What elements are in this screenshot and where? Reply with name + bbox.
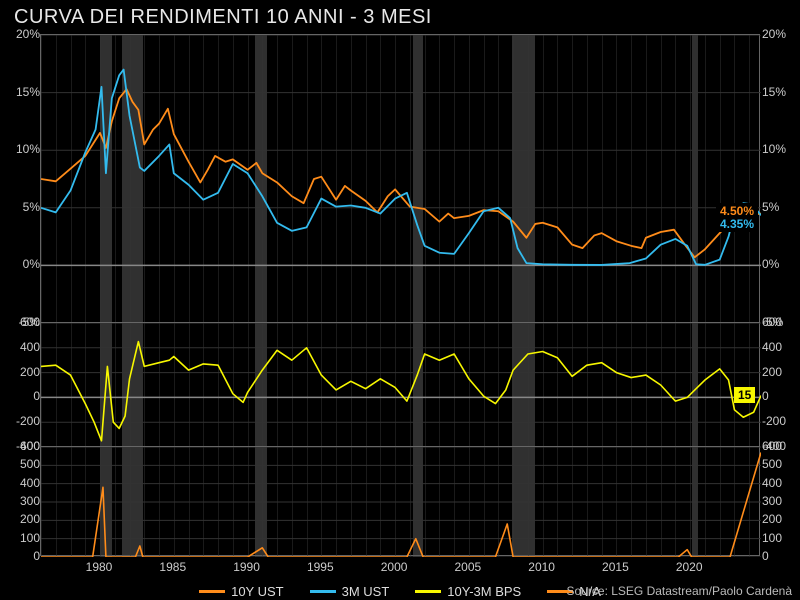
legend-swatch xyxy=(310,590,336,593)
y-tick-label: 20% xyxy=(762,27,798,41)
y-tick-label: 300 xyxy=(4,494,40,508)
y-tick-label: 200 xyxy=(762,512,798,526)
legend-item: 10Y-3M BPS xyxy=(415,584,521,599)
chart-frame: CURVA DEI RENDIMENTI 10 ANNI - 3 MESI 10… xyxy=(0,0,800,600)
y-tick-label: 0% xyxy=(4,257,40,271)
panel-svg xyxy=(41,323,761,447)
y-tick-label: -200 xyxy=(762,414,798,428)
y-tick-label: 10% xyxy=(4,142,40,156)
y-tick-label: 0 xyxy=(762,389,798,403)
panel-separator xyxy=(40,322,760,323)
y-tick-label: 500 xyxy=(762,457,798,471)
chart-title: CURVA DEI RENDIMENTI 10 ANNI - 3 MESI xyxy=(14,6,432,29)
y-tick-label: 0 xyxy=(762,549,798,563)
panel-separator xyxy=(40,446,760,447)
x-tick-label: 1980 xyxy=(86,560,113,574)
x-tick-label: 2020 xyxy=(676,560,703,574)
y-tick-label: 400 xyxy=(762,476,798,490)
panel-svg xyxy=(41,35,761,323)
source-text: Source: LSEG Datastream/Paolo Cardenà xyxy=(567,584,792,598)
y-tick-label: 200 xyxy=(4,365,40,379)
legend-item: 3M UST xyxy=(310,584,390,599)
y-tick-label: 500 xyxy=(4,457,40,471)
y-tick-label: 600 xyxy=(762,439,798,453)
callout-3m: 4.35% xyxy=(716,216,758,232)
y-tick-label: 200 xyxy=(4,512,40,526)
y-tick-label: 600 xyxy=(4,439,40,453)
y-tick-label: 400 xyxy=(762,340,798,354)
x-tick-label: 1985 xyxy=(159,560,186,574)
y-tick-label: 100 xyxy=(762,531,798,545)
y-tick-label: 20% xyxy=(4,27,40,41)
y-tick-label: 300 xyxy=(762,494,798,508)
legend-item: 10Y UST xyxy=(199,584,284,599)
legend-swatch xyxy=(199,590,225,593)
y-tick-label: 15% xyxy=(4,85,40,99)
plot-area xyxy=(40,34,760,556)
x-tick-label: 1995 xyxy=(307,560,334,574)
y-tick-label: -200 xyxy=(4,414,40,428)
series-spread xyxy=(41,342,761,441)
legend-label: 3M UST xyxy=(342,584,390,599)
x-tick-label: 1990 xyxy=(233,560,260,574)
y-tick-label: 400 xyxy=(4,340,40,354)
series-10y xyxy=(41,89,761,257)
y-tick-label: 600 xyxy=(4,315,40,329)
y-tick-label: 400 xyxy=(4,476,40,490)
callout-spread: 15 xyxy=(734,387,755,403)
y-tick-label: 15% xyxy=(762,85,798,99)
x-tick-label: 2000 xyxy=(381,560,408,574)
y-tick-label: 200 xyxy=(762,365,798,379)
y-tick-label: 600 xyxy=(762,315,798,329)
y-tick-label: 5% xyxy=(4,200,40,214)
legend-label: 10Y UST xyxy=(231,584,284,599)
y-tick-label: 5% xyxy=(762,200,798,214)
panel-svg xyxy=(41,447,761,557)
legend-swatch xyxy=(415,590,441,593)
y-tick-label: 100 xyxy=(4,531,40,545)
x-tick-label: 2015 xyxy=(602,560,629,574)
x-tick-label: 2010 xyxy=(528,560,555,574)
y-tick-label: 0 xyxy=(4,389,40,403)
series-na xyxy=(41,453,761,558)
y-tick-label: 10% xyxy=(762,142,798,156)
x-tick-label: 2005 xyxy=(455,560,482,574)
legend-label: 10Y-3M BPS xyxy=(447,584,521,599)
y-tick-label: 0 xyxy=(4,549,40,563)
y-tick-label: 0% xyxy=(762,257,798,271)
